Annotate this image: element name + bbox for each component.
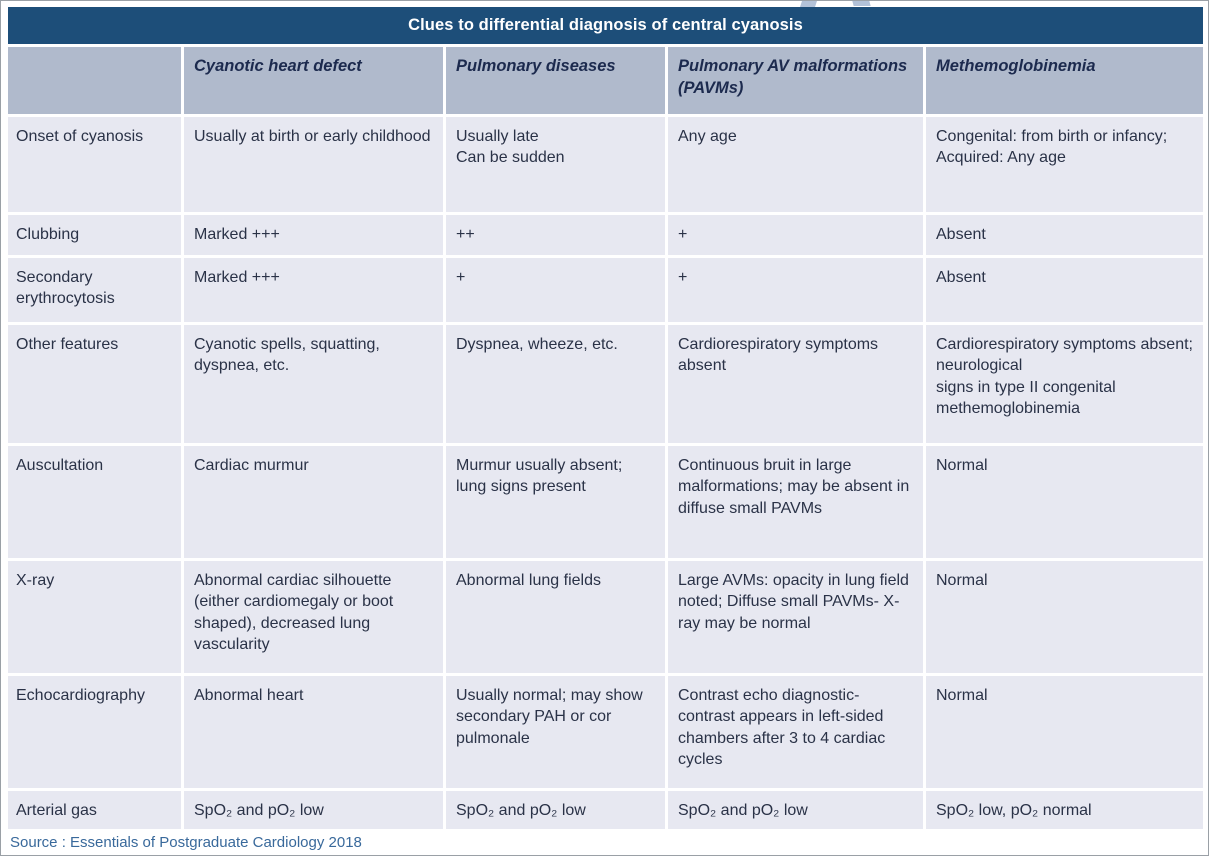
table-cell: +	[668, 215, 926, 255]
table-cell: Absent	[926, 258, 1203, 322]
header-row: Cyanotic heart defect Pulmonary diseases…	[8, 47, 1203, 114]
row-label: Echocardiography	[8, 676, 184, 788]
table-cell: ++	[446, 215, 668, 255]
row-label: X-ray	[8, 561, 184, 673]
table-cell: SpO₂ and pO₂ low	[668, 791, 926, 829]
table-cell: Absent	[926, 215, 1203, 255]
header-cell-pavms: Pulmonary AV malformations (PAVMs)	[668, 47, 926, 114]
watermark-fragment	[852, 1, 871, 6]
watermark-fragment	[800, 1, 817, 7]
table-row-clubbing: Clubbing Marked +++ ++ + Absent	[8, 215, 1203, 255]
table-cell: Usually at birth or early childhood	[184, 117, 446, 212]
header-cell-cyanotic-heart-defect: Cyanotic heart defect	[184, 47, 446, 114]
table-cell: +	[668, 258, 926, 322]
diagnosis-table: Cyanotic heart defect Pulmonary diseases…	[8, 44, 1203, 832]
table-cell: Large AVMs: opacity in lung field noted;…	[668, 561, 926, 673]
table-row-echocardiography: Echocardiography Abnormal heart Usually …	[8, 676, 1203, 788]
table-cell: SpO₂ low, pO₂ normal	[926, 791, 1203, 829]
header-cell-methemoglobinemia: Methemoglobinemia	[926, 47, 1203, 114]
table-cell: Abnormal lung fields	[446, 561, 668, 673]
table-cell: Usually normal; may show secondary PAH o…	[446, 676, 668, 788]
table-cell: Contrast echo diagnostic- contrast appea…	[668, 676, 926, 788]
table-cell: Normal	[926, 676, 1203, 788]
table-row-other-features: Other features Cyanotic spells, squattin…	[8, 325, 1203, 443]
row-label: Other features	[8, 325, 184, 443]
table-body: Onset of cyanosis Usually at birth or ea…	[8, 117, 1203, 829]
table-header: Cyanotic heart defect Pulmonary diseases…	[8, 47, 1203, 114]
table-cell: Dyspnea, wheeze, etc.	[446, 325, 668, 443]
table-row-onset: Onset of cyanosis Usually at birth or ea…	[8, 117, 1203, 212]
row-label: Clubbing	[8, 215, 184, 255]
table-cell: Cardiac murmur	[184, 446, 446, 558]
table-cell: +	[446, 258, 668, 322]
table-cell: Normal	[926, 561, 1203, 673]
table-row-auscultation: Auscultation Cardiac murmur Murmur usual…	[8, 446, 1203, 558]
table-cell: Marked +++	[184, 215, 446, 255]
table-cell: Marked +++	[184, 258, 446, 322]
table-cell: Cardiorespiratory symptoms absent	[668, 325, 926, 443]
table-row-xray: X-ray Abnormal cardiac silhouette (eithe…	[8, 561, 1203, 673]
table-cell: Usually late Can be sudden	[446, 117, 668, 212]
source-citation: Source : Essentials of Postgraduate Card…	[10, 834, 362, 851]
table-row-arterial-gas: Arterial gas SpO₂ and pO₂ low SpO₂ and p…	[8, 791, 1203, 829]
table-title: Clues to differential diagnosis of centr…	[408, 16, 803, 34]
table-cell: Abnormal cardiac silhouette (either card…	[184, 561, 446, 673]
table-cell: Abnormal heart	[184, 676, 446, 788]
table-cell: SpO₂ and pO₂ low	[184, 791, 446, 829]
table-cell: Cyanotic spells, squatting, dyspnea, etc…	[184, 325, 446, 443]
table-cell: Continuous bruit in large malformations;…	[668, 446, 926, 558]
row-label: Secondary erythrocytosis	[8, 258, 184, 322]
row-label: Arterial gas	[8, 791, 184, 829]
row-label: Auscultation	[8, 446, 184, 558]
table-title-bar: Clues to differential diagnosis of centr…	[8, 7, 1203, 44]
table-cell: Congenital: from birth or infancy; Acqui…	[926, 117, 1203, 212]
table-cell: SpO₂ and pO₂ low	[446, 791, 668, 829]
table-cell: Normal	[926, 446, 1203, 558]
header-cell-empty	[8, 47, 184, 114]
table-cell: Murmur usually absent; lung signs presen…	[446, 446, 668, 558]
table-cell: Any age	[668, 117, 926, 212]
header-cell-pulmonary-diseases: Pulmonary diseases	[446, 47, 668, 114]
table-cell: Cardiorespiratory symptoms absent; neuro…	[926, 325, 1203, 443]
row-label: Onset of cyanosis	[8, 117, 184, 212]
table-row-secondary-erythrocytosis: Secondary erythrocytosis Marked +++ + + …	[8, 258, 1203, 322]
